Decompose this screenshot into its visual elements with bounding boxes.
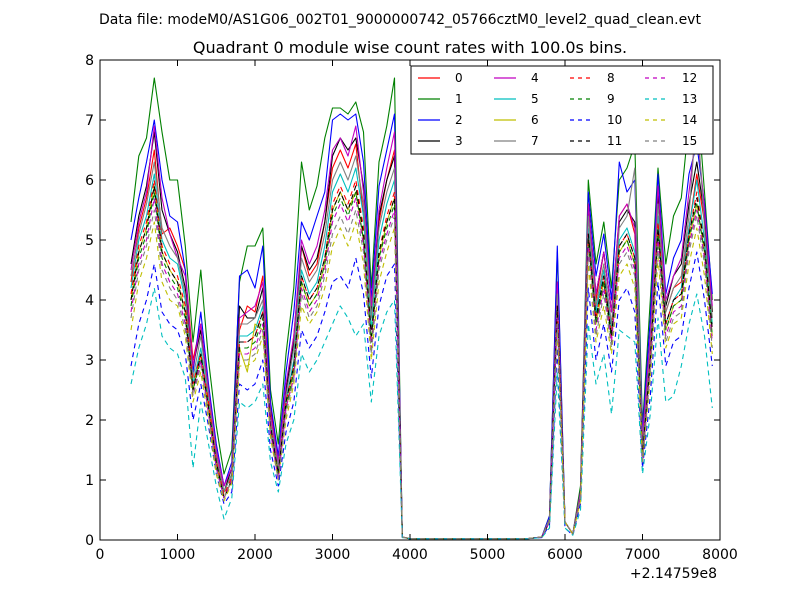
- x-tick-label: 3000: [315, 547, 351, 563]
- y-tick-label: 6: [85, 173, 94, 189]
- x-tick-label: 5000: [470, 547, 506, 563]
- chart-title: Quadrant 0 module wise count rates with …: [193, 38, 627, 57]
- series-line-0: [130, 143, 713, 540]
- series-line-14: [130, 221, 713, 540]
- x-tick-label: 0: [96, 547, 105, 563]
- legend-label-10: 10: [607, 113, 622, 127]
- series-line-11: [130, 185, 713, 540]
- x-tick-label: 4000: [392, 547, 428, 563]
- y-tick-label: 2: [85, 413, 94, 429]
- x-tick-label: 1000: [160, 547, 196, 563]
- plot-frame: [99, 59, 721, 541]
- legend-label-2: 2: [455, 113, 463, 127]
- y-tick-label: 7: [85, 113, 94, 129]
- figure-suptitle: Data file: modeM0/AS1G06_002T01_90000007…: [99, 12, 701, 28]
- legend-label-4: 4: [531, 71, 539, 85]
- axis-ticks: 0 1000 2000 3000 4000 5000 6000 7000 80000123456…: [85, 53, 738, 563]
- legend-label-13: 13: [682, 92, 697, 106]
- series-line-8: [130, 179, 713, 540]
- legend-frame: [410, 65, 714, 155]
- y-tick-label: 1: [85, 473, 94, 489]
- legend-label-3: 3: [455, 134, 463, 148]
- series-line-12: [130, 197, 713, 540]
- x-tick-label: 7000: [625, 547, 661, 563]
- x-offset-label: +2.14759e8: [630, 566, 717, 582]
- series-line-9: [130, 191, 713, 540]
- series-line-13: [130, 287, 713, 540]
- legend-label-6: 6: [531, 113, 539, 127]
- y-tick-label: 4: [85, 293, 94, 309]
- legend-label-11: 11: [607, 134, 622, 148]
- legend-label-12: 12: [682, 71, 697, 85]
- legend-label-8: 8: [607, 71, 615, 85]
- y-tick-label: 8: [85, 53, 94, 69]
- series-line-4: [130, 125, 713, 540]
- legend-label-14: 14: [682, 113, 697, 127]
- series-line-6: [130, 185, 713, 540]
- series-line-15: [130, 209, 713, 540]
- legend-label-9: 9: [607, 92, 615, 106]
- legend-label-0: 0: [455, 71, 463, 85]
- series-lines: [130, 77, 713, 540]
- legend-label-15: 15: [682, 134, 697, 148]
- y-tick-label: 5: [85, 233, 94, 249]
- x-tick-label: 6000: [547, 547, 583, 563]
- legend-label-7: 7: [531, 134, 539, 148]
- y-tick-label: 3: [85, 353, 94, 369]
- series-line-7: [130, 107, 713, 540]
- legend-label-1: 1: [455, 92, 463, 106]
- series-line-10: [130, 251, 713, 540]
- series-line-3: [130, 131, 713, 540]
- legend-label-5: 5: [531, 92, 539, 106]
- x-tick-label: 8000: [702, 547, 738, 563]
- y-tick-label: 0: [85, 533, 94, 549]
- x-tick-label: 2000: [237, 547, 273, 563]
